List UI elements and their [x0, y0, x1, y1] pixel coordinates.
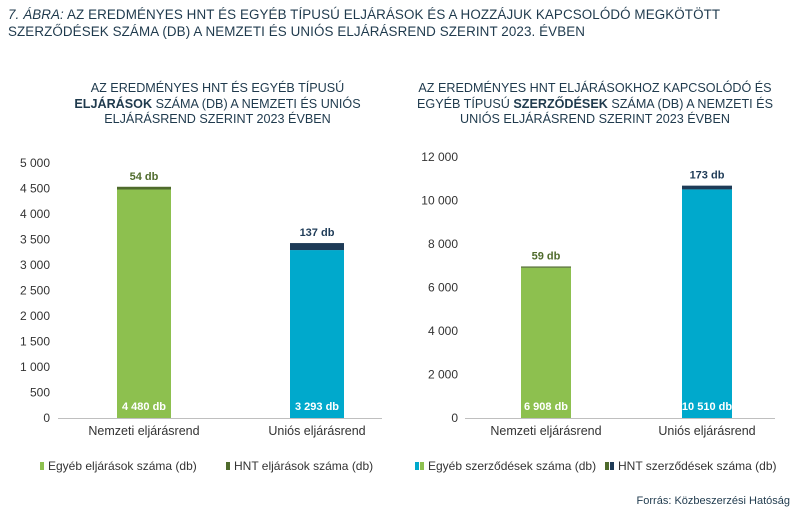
bar-value-label: 3 293 db [295, 401, 339, 413]
bar-top-label: 137 db [300, 227, 335, 239]
legend-swatch [226, 462, 230, 470]
y-tick-label: 5 000 [20, 156, 50, 170]
legend-label: HNT eljárások száma (db) [234, 459, 373, 473]
bar-segment-other [290, 250, 344, 418]
figure-label: 7. ábra: [8, 7, 64, 22]
y-tick-label: 0 [43, 411, 50, 425]
bar-segment-hnt [117, 186, 171, 190]
y-tick-label: 6 000 [428, 281, 458, 295]
chart-title-procedures: Az eredményes HNT és egyéb típusú eljárás… [55, 81, 380, 128]
legend-swatch [415, 462, 419, 470]
bar-segment-hnt [521, 266, 571, 268]
legend-label: Egyéb eljárások száma (db) [48, 459, 197, 473]
bar-segment-hnt [290, 243, 344, 251]
y-tick-label: 12 000 [421, 150, 458, 164]
x-category-label: Uniós eljárásrend [268, 424, 365, 438]
bar-segment-other [682, 189, 732, 418]
x-category-label: Nemzeti eljárásrend [88, 424, 199, 438]
legend-swatch [610, 462, 614, 470]
x-category-label: Uniós eljárásrend [658, 424, 755, 438]
y-tick-label: 4 000 [428, 324, 458, 338]
bar-segment-other [117, 189, 171, 418]
bar-top-label: 173 db [690, 170, 725, 182]
legend-label: Egyéb szerződések száma (db) [428, 459, 596, 473]
y-tick-label: 2 500 [20, 284, 50, 298]
source-note: Forrás: Közbeszerzési Hatóság [636, 495, 790, 507]
y-tick-label: 4 000 [20, 207, 50, 221]
y-tick-label: 2 000 [428, 368, 458, 382]
chart-title-post: száma (db) a nemzeti és uniós eljárásren… [104, 96, 361, 127]
chart-title-pre: Az eredményes HNT eljárásokhoz kapcsolód… [417, 81, 772, 111]
legend-label: HNT szerződések száma (db) [618, 459, 777, 473]
chart-title-bold: eljárások [74, 96, 153, 111]
y-tick-label: 0 [451, 411, 458, 425]
chart-title-contracts: Az eredményes HNT eljárásokhoz kapcsolód… [405, 81, 785, 128]
figure-title: 7. ábra: Az eredményes HNT és egyéb típu… [8, 6, 793, 40]
y-tick-label: 500 [30, 386, 50, 400]
chart-title-post: száma (db) a nemzeti és uniós eljárásren… [460, 96, 773, 127]
x-category-label: Nemzeti eljárásrend [490, 424, 601, 438]
y-tick-label: 10 000 [421, 194, 458, 208]
bar-segment-other [521, 267, 571, 418]
legend-swatch [420, 462, 424, 470]
chart-title-bold: szerződések [513, 96, 608, 111]
legend-swatch [40, 462, 44, 470]
y-tick-label: 8 000 [428, 237, 458, 251]
chart-title-pre: Az eredményes HNT és egyéb típusú [90, 81, 345, 95]
bar-top-label: 59 db [532, 250, 561, 262]
bar-value-label: 10 510 db [682, 401, 732, 413]
bar-segment-hnt [682, 185, 732, 190]
figure-title-text: Az eredményes HNT és egyéb típusú eljárá… [8, 7, 720, 39]
bar-value-label: 6 908 db [524, 401, 568, 413]
y-tick-label: 1 000 [20, 360, 50, 374]
y-tick-label: 3 000 [20, 258, 50, 272]
y-tick-label: 1 500 [20, 335, 50, 349]
bar-top-label: 54 db [130, 171, 159, 183]
y-tick-label: 4 500 [20, 182, 50, 196]
y-tick-label: 3 500 [20, 233, 50, 247]
y-tick-label: 2 000 [20, 309, 50, 323]
bar-value-label: 4 480 db [122, 401, 166, 413]
legend-swatch [605, 462, 609, 470]
